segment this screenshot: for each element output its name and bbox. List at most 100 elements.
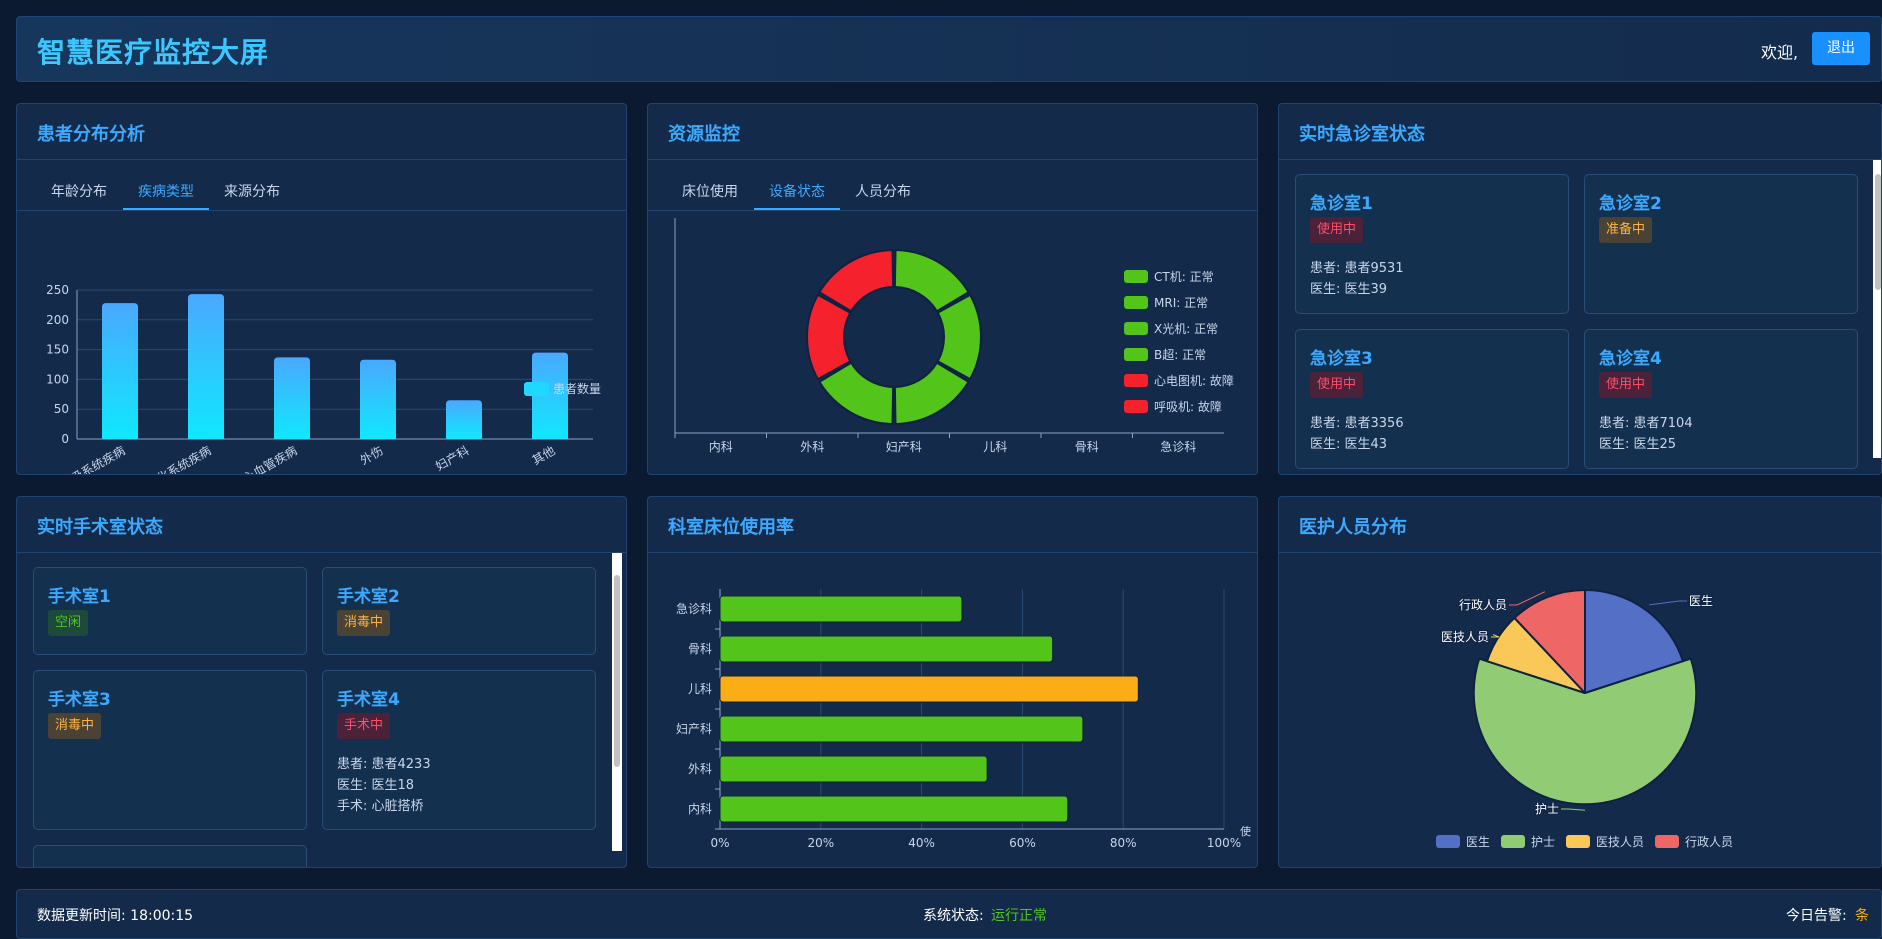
pie-slice [1513,589,1586,694]
x-tick-label: 内科 [709,440,733,454]
bed-usage-panel: 科室床位使用率 0% 20% 40% 60% 80% 100% 使 内科 外科 妇产科 儿科 骨科 急诊… [647,496,1258,868]
status-badge: 使用中 [1310,217,1364,243]
legend-label: B超: 正常 [1154,347,1206,362]
er-room-card[interactable]: 急诊室4 使用中 患者: 患者7104 医生: 医生25 [1584,329,1858,469]
or-room-card[interactable]: 手术室1 空闲 [33,567,307,655]
scroll-thumb[interactable] [614,575,620,767]
x-tick-label: 骨科 [1075,440,1099,454]
x-tick-label: 其他 [530,443,558,467]
er-scrollbar[interactable] [1873,160,1881,458]
tab-bed-usage[interactable]: 床位使用 [682,184,738,200]
er-room-card[interactable]: 急诊室2 准备中 [1584,174,1858,314]
donut-slice [893,361,970,425]
doctor-text: 医生: 医生25 [1599,437,1677,452]
or-room-card[interactable]: 手术室2 消毒中 [322,567,596,655]
legend-label: 呼吸机: 故障 [1154,399,1222,414]
y-tick-label: 0 [61,432,69,446]
status-badge: 准备中 [1599,217,1653,243]
bar [719,635,1054,663]
panel-title: 资源监控 [668,124,740,145]
y-tick-label: 骨科 [688,642,712,656]
y-tick-label: 250 [46,283,69,297]
room-name: 急诊室2 [1599,194,1662,214]
room-name: 手术室4 [337,690,400,710]
slice-label: 医生 [1689,594,1713,608]
bar [719,755,988,783]
alert-count: 条 [1855,908,1869,924]
y-tick-label: 200 [46,313,69,327]
disease-bar-chart: 0 50 100 150 200 250 呼吸系统疾病 消化系统疾病 心血管疾病 外伤 妇产科 其他 患… [46,283,601,474]
x-tick-label: 急诊科 [1160,439,1196,454]
legend-swatch [524,382,549,396]
scroll-thumb[interactable] [1875,174,1881,290]
legend-swatch [1124,296,1148,309]
tab-age[interactable]: 年龄分布 [51,184,107,200]
x-tick-label: 外科 [800,440,824,454]
room-name: 急诊室3 [1310,349,1373,369]
legend-label: 心电图机: 故障 [1154,373,1234,388]
legend-swatch [1655,835,1679,848]
status-badge: 消毒中 [337,610,391,636]
tab-equipment-status[interactable]: 设备状态 [754,174,840,210]
donut-slice [893,249,970,313]
legend-swatch [1124,270,1148,283]
or-room-card[interactable] [33,845,307,867]
slice-label: 护士 [1535,802,1559,816]
legend-label: 行政人员 [1685,835,1733,849]
system-status-label: 系统状态: [923,908,984,924]
logout-button[interactable]: 退出 [1812,32,1870,65]
x-tick-label: 0% [710,836,729,850]
room-name: 急诊室1 [1310,194,1373,214]
or-scrollbar[interactable] [612,553,622,851]
x-tick-label: 100% [1207,836,1241,850]
doctor-text: 医生: 医生43 [1310,437,1388,452]
legend-swatch [1124,400,1148,413]
status-badge: 使用中 [1310,372,1364,398]
bar [719,795,1069,823]
tab-staff-distribution[interactable]: 人员分布 [855,184,911,200]
x-axis-label: 使 [1240,825,1251,838]
equipment-donut-chart: 内科 外科 妇产科 儿科 骨科 急诊科 CT机: 正常 MRI: 正常 X光机: 正常 B超: 正… [674,218,1234,454]
x-tick-label: 心血管疾病 [240,443,299,474]
system-status-value: 运行正常 [991,908,1047,924]
bed-usage-bar-chart: 0% 20% 40% 60% 80% 100%使 内科 外科 妇产科 儿科 骨科 急诊科 [676,589,1251,850]
x-tick-label: 外伤 [358,443,386,467]
room-name: 手术室2 [337,587,400,607]
room-name: 手术室1 [48,587,111,607]
legend-label: MRI: 正常 [1154,296,1208,310]
y-tick-label: 100 [46,372,69,386]
legend-swatch [1501,835,1525,848]
status-badge: 使用中 [1599,372,1653,398]
update-time: 数据更新时间: 18:00:15 [37,908,194,924]
er-room-card[interactable]: 急诊室3 使用中 患者: 患者3356 医生: 医生43 [1295,329,1569,469]
y-tick-label: 妇产科 [676,722,712,736]
er-room-card[interactable]: 急诊室1 使用中 患者: 患者9531 医生: 医生39 [1295,174,1569,314]
bar [719,595,963,623]
donut-slice [936,293,982,381]
donut-slice [806,293,852,381]
y-tick-label: 150 [46,343,69,357]
y-tick-label: 外科 [688,762,712,776]
panel-title: 患者分布分析 [37,124,145,145]
legend-label: 患者数量 [553,381,601,396]
room-name: 急诊室4 [1599,349,1662,369]
patient-text: 患者: 患者4233 [337,757,431,772]
legend-swatch [1124,348,1148,361]
er-panel: 实时急诊室状态 急诊室1 使用中 患者: 患者9531 医生: 医生39 急诊室… [1278,103,1882,475]
or-room-card[interactable]: 手术室3 消毒中 [33,670,307,830]
x-tick-label: 80% [1110,836,1137,850]
legend-swatch [1124,322,1148,335]
tab-disease[interactable]: 疾病类型 [123,174,209,210]
y-tick-label: 急诊科 [676,601,712,616]
label-line [1509,591,1546,606]
x-tick-label: 消化系统疾病 [144,443,214,474]
tab-source[interactable]: 来源分布 [224,184,280,200]
legend-label: 医技人员 [1596,835,1644,849]
y-tick-label: 儿科 [688,682,712,696]
bar [274,357,310,439]
legend-label: 护士 [1531,835,1555,849]
or-room-card[interactable]: 手术室4 手术中 患者: 患者4233 医生: 医生18 手术: 心脏搭桥 [322,670,596,830]
surgery-text: 手术: 心脏搭桥 [337,799,424,814]
bar [719,675,1139,703]
x-tick-label: 妇产科 [886,440,922,454]
